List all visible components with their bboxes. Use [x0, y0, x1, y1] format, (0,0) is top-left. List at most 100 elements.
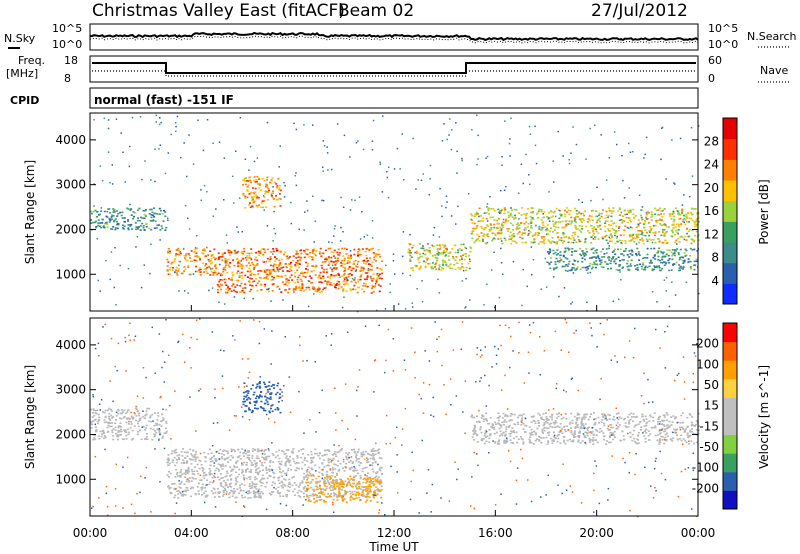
scatter-cell	[162, 435, 165, 438]
scatter-cell	[340, 286, 343, 288]
scatter-cell	[379, 285, 382, 287]
scatter-cell	[640, 426, 643, 428]
scatter-cell	[261, 456, 264, 459]
scatter-cell	[499, 189, 502, 192]
scatter-cell	[333, 453, 336, 455]
scatter-cell	[605, 214, 608, 217]
scatter-cell	[127, 219, 129, 221]
scatter-cell	[292, 476, 295, 478]
scatter-cell	[512, 442, 515, 444]
scatter-cell	[617, 269, 620, 272]
scatter-cell	[441, 267, 444, 269]
scatter-cell	[165, 408, 168, 411]
scatter-cell	[490, 228, 493, 231]
scatter-cell	[693, 264, 696, 266]
scatter-cell	[569, 237, 572, 240]
scatter-cell	[624, 213, 627, 216]
scatter-cell	[116, 223, 119, 226]
scatter-cell	[557, 236, 560, 238]
scatter-cell	[242, 403, 245, 406]
scatter-cell	[530, 241, 533, 244]
scatter-cell	[666, 419, 668, 422]
scatter-cell	[234, 286, 237, 288]
scatter-cell	[186, 175, 188, 178]
scatter-cell	[484, 429, 487, 432]
scatter-cell	[109, 422, 111, 424]
scatter-cell	[279, 388, 282, 391]
freq-panel-frame	[89, 55, 699, 83]
scatter-cell	[175, 448, 178, 451]
scatter-cell	[580, 212, 583, 215]
scatter-cell	[99, 290, 101, 292]
scatter-cell	[333, 485, 335, 488]
scatter-cell	[365, 482, 368, 484]
scatter-cell	[316, 486, 319, 488]
scatter-cell	[654, 241, 657, 244]
scatter-cell	[514, 423, 517, 426]
scatter-cell	[697, 239, 700, 241]
scatter-cell	[511, 240, 514, 242]
scatter-cell	[252, 464, 254, 466]
scatter-cell	[253, 485, 256, 488]
scatter-cell	[685, 441, 688, 444]
scatter-cell	[110, 414, 113, 417]
scatter-cell	[547, 252, 550, 255]
scatter-cell	[137, 420, 140, 423]
scatter-cell	[309, 473, 312, 475]
scatter-cell	[284, 464, 287, 467]
scatter-cell	[522, 182, 524, 185]
scatter-cell	[167, 250, 170, 252]
scatter-cell	[654, 254, 657, 256]
scatter-cell	[572, 237, 575, 239]
scatter-cell	[105, 215, 108, 218]
scatter-cell	[449, 251, 452, 253]
scatter-cell	[629, 436, 632, 438]
scatter-cell	[241, 265, 244, 267]
freq-tick-bottom: 8	[64, 72, 71, 85]
scatter-cell	[640, 216, 643, 219]
scatter-cell	[462, 243, 465, 246]
scatter-cell	[636, 266, 639, 269]
scatter-cell	[282, 495, 285, 497]
scatter-cell	[314, 266, 317, 268]
scatter-cell	[313, 501, 316, 504]
colorbar-segment	[723, 242, 737, 264]
scatter-cell	[342, 206, 345, 208]
scatter-cell	[297, 276, 300, 279]
scatter-cell	[379, 482, 382, 484]
scatter-cell	[650, 247, 653, 250]
scatter-cell	[174, 475, 177, 478]
scatter-cell	[333, 227, 336, 230]
scatter-cell	[256, 455, 259, 457]
scatter-cell	[203, 248, 206, 250]
scatter-cell	[259, 284, 262, 286]
scatter-cell	[93, 437, 96, 439]
scatter-cell	[152, 219, 155, 221]
scatter-cell	[350, 280, 353, 283]
scatter-cell	[255, 251, 257, 254]
scatter-cell	[588, 265, 591, 267]
scatter-cell	[312, 124, 314, 126]
scatter-cell	[277, 275, 280, 277]
scatter-cell	[127, 423, 130, 425]
scatter-cell	[333, 493, 336, 496]
scatter-cell	[139, 225, 142, 227]
scatter-cell	[574, 226, 577, 229]
scatter-cell	[409, 243, 412, 246]
scatter-cell	[595, 252, 598, 254]
scatter-cell	[437, 278, 439, 281]
scatter-cell	[629, 263, 632, 265]
scatter-cell	[277, 264, 280, 267]
scatter-cell	[679, 422, 682, 424]
scatter-cell	[219, 272, 222, 275]
scatter-cell	[518, 212, 520, 214]
scatter-cell	[327, 482, 330, 484]
scatter-cell	[287, 460, 290, 462]
scatter-cell	[511, 427, 514, 429]
scatter-cell	[658, 231, 661, 233]
scatter-cell	[310, 486, 313, 489]
scatter-cell	[668, 213, 671, 216]
scatter-cell	[246, 398, 249, 401]
scatter-cell	[349, 272, 352, 275]
scatter-cell	[343, 283, 346, 286]
